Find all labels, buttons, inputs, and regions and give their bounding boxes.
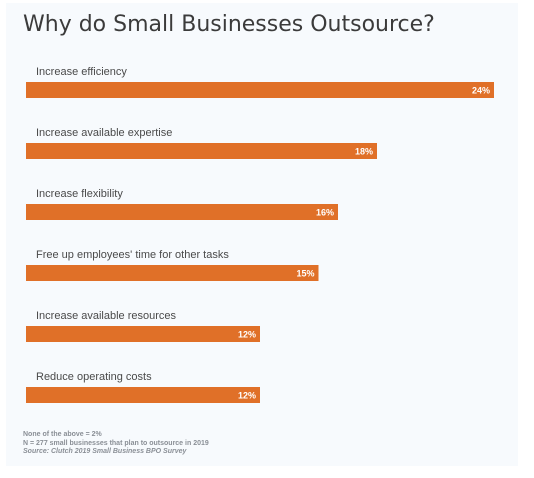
note-none-of-above: None of the above = 2% <box>23 431 102 438</box>
bar <box>26 265 319 281</box>
bar-value-label: 12% <box>238 391 256 401</box>
bar <box>26 204 338 220</box>
bar <box>26 82 494 98</box>
bar-value-label: 15% <box>296 269 314 279</box>
bar-value-label: 24% <box>472 86 490 96</box>
note-source: Source: Clutch 2019 Small Business BPO S… <box>23 448 187 455</box>
chart-card: Why do Small Businesses Outsource? Incre… <box>6 3 518 466</box>
bar-chart: Increase efficiency 24% Increase available… <box>26 66 494 403</box>
category-label: Increase available resources <box>36 310 177 322</box>
chart-title: Why do Small Businesses Outsource? <box>23 12 435 37</box>
note-sample-size: N = 277 small businesses that plan to ou… <box>23 439 209 447</box>
bar-value-label: 16% <box>316 208 334 218</box>
chart-notes: None of the above = 2% N = 277 small bus… <box>23 431 209 457</box>
bar-value-label: 18% <box>355 147 373 157</box>
category-label: Free up employees' time for other tasks <box>36 249 229 261</box>
bar <box>26 143 377 159</box>
bar <box>26 326 260 342</box>
category-label: Reduce operating costs <box>36 371 152 383</box>
bar <box>26 387 260 403</box>
bar-value-label: 12% <box>238 330 256 340</box>
category-label: Increase available expertise <box>36 127 172 139</box>
category-label: Increase flexibility <box>36 188 123 200</box>
category-label: Increase efficiency <box>36 66 127 78</box>
